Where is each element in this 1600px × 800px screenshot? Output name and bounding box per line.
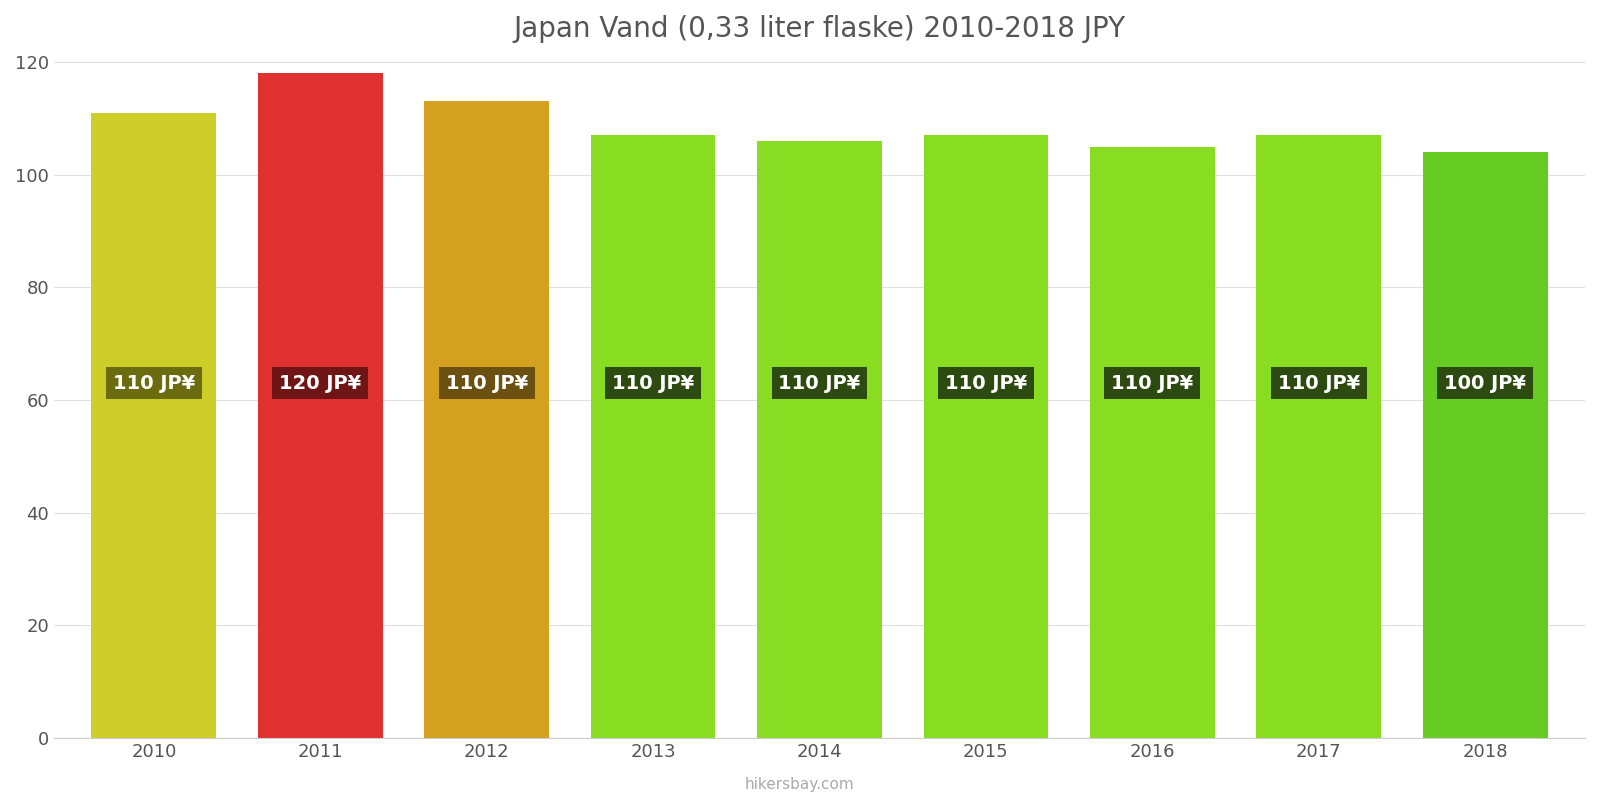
Text: 120 JP¥: 120 JP¥ xyxy=(278,374,362,393)
Title: Japan Vand (0,33 liter flaske) 2010-2018 JPY: Japan Vand (0,33 liter flaske) 2010-2018… xyxy=(514,15,1125,43)
Text: 110 JP¥: 110 JP¥ xyxy=(946,374,1027,393)
Text: 110 JP¥: 110 JP¥ xyxy=(779,374,861,393)
Bar xyxy=(757,141,882,738)
Bar xyxy=(91,113,216,738)
Text: 110 JP¥: 110 JP¥ xyxy=(112,374,195,393)
Bar xyxy=(1256,135,1381,738)
Text: hikersbay.com: hikersbay.com xyxy=(746,777,854,792)
Text: 110 JP¥: 110 JP¥ xyxy=(1112,374,1194,393)
Text: 100 JP¥: 100 JP¥ xyxy=(1445,374,1526,393)
Bar xyxy=(923,135,1048,738)
Text: 110 JP¥: 110 JP¥ xyxy=(1278,374,1360,393)
Bar xyxy=(424,102,549,738)
Bar xyxy=(590,135,715,738)
Bar xyxy=(1422,152,1547,738)
Bar xyxy=(1090,146,1214,738)
Bar xyxy=(258,74,382,738)
Text: 110 JP¥: 110 JP¥ xyxy=(446,374,528,393)
Text: 110 JP¥: 110 JP¥ xyxy=(613,374,694,393)
